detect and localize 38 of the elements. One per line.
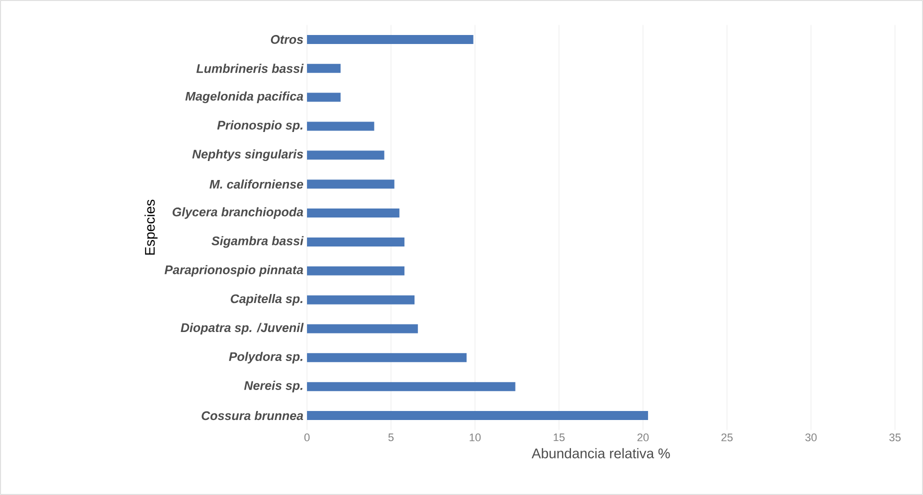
x-axis-title: Abundancia relativa %	[532, 448, 670, 458]
bar	[307, 208, 400, 218]
bar	[307, 92, 341, 102]
y-tick-label: M. californiense	[210, 180, 304, 189]
bar	[307, 34, 474, 44]
y-tick-label: Lumbrineris bassi	[196, 64, 304, 73]
bar	[307, 180, 394, 189]
y-tick-label: Paraprionospio pinnata	[164, 265, 304, 277]
y-tick-label: Magelonida pacifica	[185, 92, 304, 104]
bar	[307, 324, 418, 334]
y-tick-label: Sigambra bassi	[212, 236, 304, 248]
x-tick-label: 0	[304, 434, 310, 442]
x-tick-label: 20	[637, 434, 649, 442]
x-tick-label: 35	[889, 434, 901, 442]
bar	[307, 411, 648, 420]
y-tick-label: Nephtys singularis	[192, 149, 304, 161]
y-tick-label: Glycera branchiopoda	[172, 207, 304, 219]
x-tick-label: 10	[470, 434, 481, 442]
bar	[307, 237, 404, 246]
bar	[307, 122, 374, 131]
bar	[307, 266, 404, 276]
y-tick-label: Polydora sp.	[228, 352, 302, 364]
y-tick-label: Nereis sp.	[244, 380, 302, 392]
bar	[307, 150, 384, 160]
bar	[307, 295, 415, 304]
y-tick-label: Diopatra sp. /Juvenil	[180, 322, 304, 335]
x-tick-label: 5	[388, 434, 394, 442]
y-tick-label: Prionospio sp.	[217, 120, 302, 132]
x-tick-label: 15	[554, 434, 565, 442]
x-tick-label: 25	[721, 434, 733, 442]
y-tick-label: Capitella sp.	[230, 294, 302, 306]
x-tick-label: 30	[805, 434, 817, 442]
y-tick-label: Otros	[270, 35, 304, 44]
bar	[307, 64, 341, 73]
y-tick-label: Cossura brunnea	[202, 410, 304, 420]
bar	[307, 382, 516, 392]
y-axis-title: Especies	[144, 200, 158, 255]
bar	[307, 353, 467, 362]
